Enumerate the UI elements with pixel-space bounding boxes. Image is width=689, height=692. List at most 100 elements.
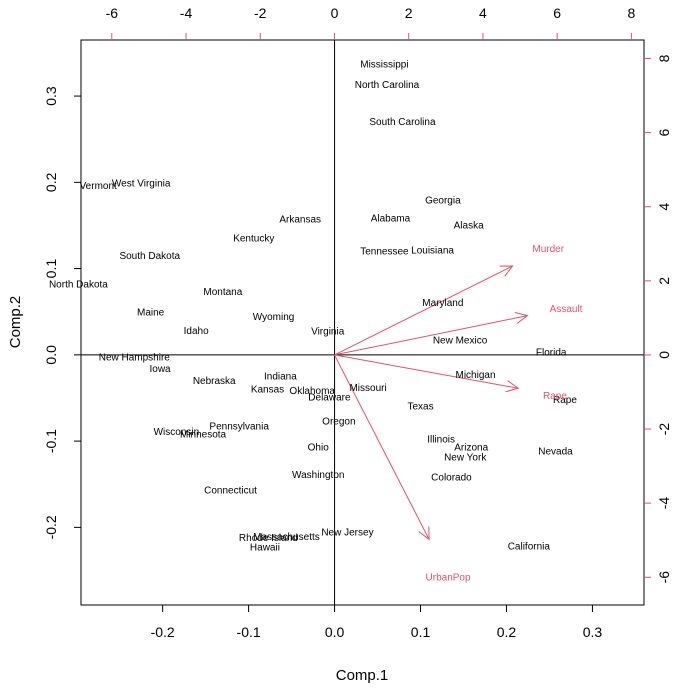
top-tick-label: -2 [254, 5, 267, 21]
state-label: Delaware [308, 392, 351, 403]
state-label: Pennsylvania [209, 422, 269, 433]
top-tick-label: -6 [106, 5, 119, 21]
state-label: Tennessee [360, 246, 409, 257]
loading-arrows [334, 265, 529, 541]
state-label: Virginia [311, 327, 345, 338]
x-tick-label: 0.0 [325, 624, 345, 640]
top-tick-label: 8 [627, 5, 635, 21]
top-tick-label: 0 [331, 5, 339, 21]
loading-arrow-rape [334, 354, 519, 389]
state-label: Colorado [431, 472, 472, 483]
state-label: Illinois [427, 435, 455, 446]
y-tick-label: -0.1 [43, 429, 59, 453]
state-label: Minnesota [180, 429, 227, 440]
state-label: Arizona [454, 442, 488, 453]
x-tick-label: -0.1 [237, 624, 261, 640]
state-label: Arkansas [279, 215, 321, 226]
right-tick-label: -2 [656, 423, 672, 436]
top-tick-label: -4 [180, 5, 193, 21]
top-tick-label: 6 [553, 5, 561, 21]
state-label: Vermont [80, 181, 117, 192]
state-label: Wisconsin [154, 427, 200, 438]
state-label: North Dakota [49, 279, 108, 290]
arrowhead-assault [514, 311, 529, 324]
y-tick-label: 0.1 [43, 259, 59, 279]
state-label: Georgia [425, 196, 461, 207]
x-tick-label: -0.2 [151, 624, 175, 640]
state-label: Wyoming [253, 312, 295, 323]
state-label: Washington [292, 470, 344, 481]
y-axis-left: -0.2 -0.1 0.0 0.1 0.2 0.3 [43, 86, 82, 539]
state-label: Oklahoma [289, 386, 335, 397]
y-tick-label: -0.2 [43, 515, 59, 539]
top-tick-label: 4 [479, 5, 487, 21]
state-label: Nevada [538, 447, 573, 458]
x-axis-bottom: -0.2 -0.1 0.0 0.1 0.2 0.3 [151, 604, 603, 640]
right-tick-label: 8 [656, 54, 672, 62]
y-tick-label: 0.3 [43, 86, 59, 106]
state-label: Texas [407, 402, 433, 413]
arrowhead-rape [505, 380, 520, 393]
state-label: Massachusetts [253, 532, 320, 543]
state-label: New Hampshire [99, 353, 171, 364]
variable-label-assault: Assault [550, 304, 583, 315]
state-label: Iowa [150, 364, 172, 375]
state-label: Hawaii [250, 542, 280, 553]
right-tick-label: -4 [656, 497, 672, 510]
state-label: Idaho [184, 326, 209, 337]
x-tick-label: 0.3 [583, 624, 603, 640]
state-label: Michigan [456, 370, 496, 381]
state-label: Louisiana [411, 246, 454, 257]
state-label: Connecticut [204, 485, 257, 496]
variable-label-rape: Rape [543, 391, 567, 402]
state-label: Kentucky [233, 234, 274, 245]
state-label: Maryland [422, 298, 463, 309]
x-axis-title: Comp.1 [336, 667, 389, 684]
state-label: South Carolina [369, 117, 436, 128]
variable-label-murder: Murder [532, 244, 564, 255]
state-label: New Jersey [321, 528, 373, 539]
state-label: Alaska [454, 221, 484, 232]
state-label: South Dakota [119, 251, 180, 262]
observation-labels: Mississippi North Carolina South Carolina V… [49, 59, 577, 553]
state-label: Mississippi [360, 59, 408, 70]
state-label: Missouri [349, 383, 386, 394]
right-tick-label: 6 [656, 129, 672, 137]
loading-arrow-urbanpop [334, 354, 430, 540]
state-label: Kansas [251, 384, 284, 395]
loading-arrow-assault [334, 315, 528, 356]
y-axis-right: -6 -4 -2 0 2 4 6 8 [644, 54, 672, 583]
state-label: Rhode Island [239, 533, 298, 544]
variable-labels: Murder Assault UrbanPop Rape [426, 244, 583, 583]
arrowhead-murder [499, 265, 514, 277]
state-label: Maine [137, 308, 165, 319]
state-label: Montana [203, 287, 242, 298]
arrowhead-urbanpop [418, 526, 430, 541]
state-label: New York [444, 453, 487, 464]
state-label: California [508, 541, 551, 552]
state-label: Indiana [264, 372, 297, 383]
state-label: New Mexico [433, 335, 488, 346]
right-tick-label: 0 [656, 351, 672, 359]
x-axis-top: -6 -4 -2 0 2 4 6 8 [106, 5, 635, 40]
state-label: Alabama [371, 214, 411, 225]
state-label: Nebraska [193, 376, 236, 387]
state-label: Oregon [322, 416, 355, 427]
state-label: North Carolina [355, 80, 420, 91]
top-tick-label: 2 [405, 5, 413, 21]
right-tick-label: 4 [656, 203, 672, 211]
state-label: Florida [536, 347, 567, 358]
state-label: West Virginia [112, 178, 171, 189]
right-tick-label: -6 [656, 571, 672, 584]
x-tick-label: 0.1 [411, 624, 431, 640]
y-tick-label: 0.2 [43, 172, 59, 192]
loading-arrow-murder [334, 265, 513, 356]
y-tick-label: 0.0 [43, 345, 59, 365]
reference-lines [81, 40, 644, 605]
state-label: Ohio [308, 442, 330, 453]
variable-label-urbanpop: UrbanPop [426, 572, 471, 583]
x-tick-label: 0.2 [497, 624, 517, 640]
state-label: Rape [553, 395, 577, 406]
